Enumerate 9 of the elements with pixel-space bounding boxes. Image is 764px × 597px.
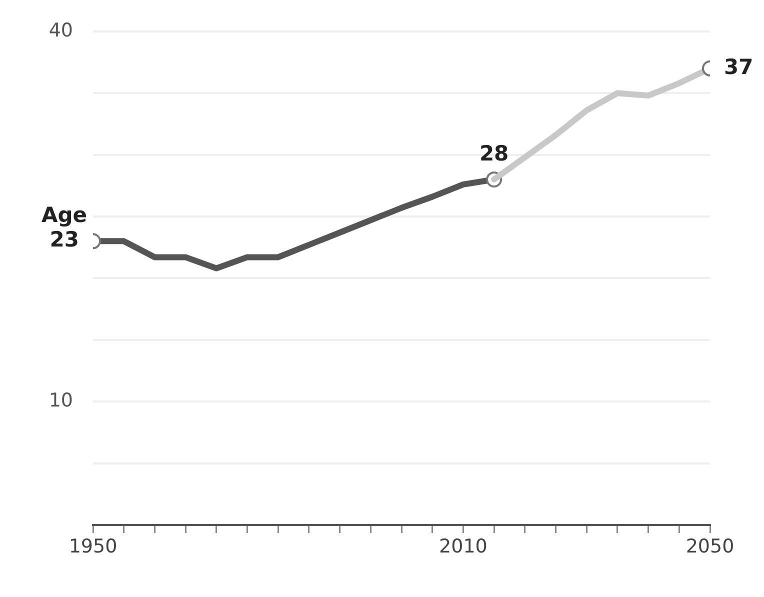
data-label: 23	[50, 228, 79, 252]
y-tick-label: 40	[48, 19, 73, 42]
x-tick-label: 2010	[439, 535, 488, 558]
data-label: 28	[479, 141, 509, 166]
x-tick-label: 2050	[686, 535, 734, 558]
data-label: 37	[724, 54, 754, 79]
x-tick-label: 1950	[68, 535, 118, 558]
y-tick-label: 10	[48, 390, 73, 412]
annotation: Age	[41, 203, 87, 228]
